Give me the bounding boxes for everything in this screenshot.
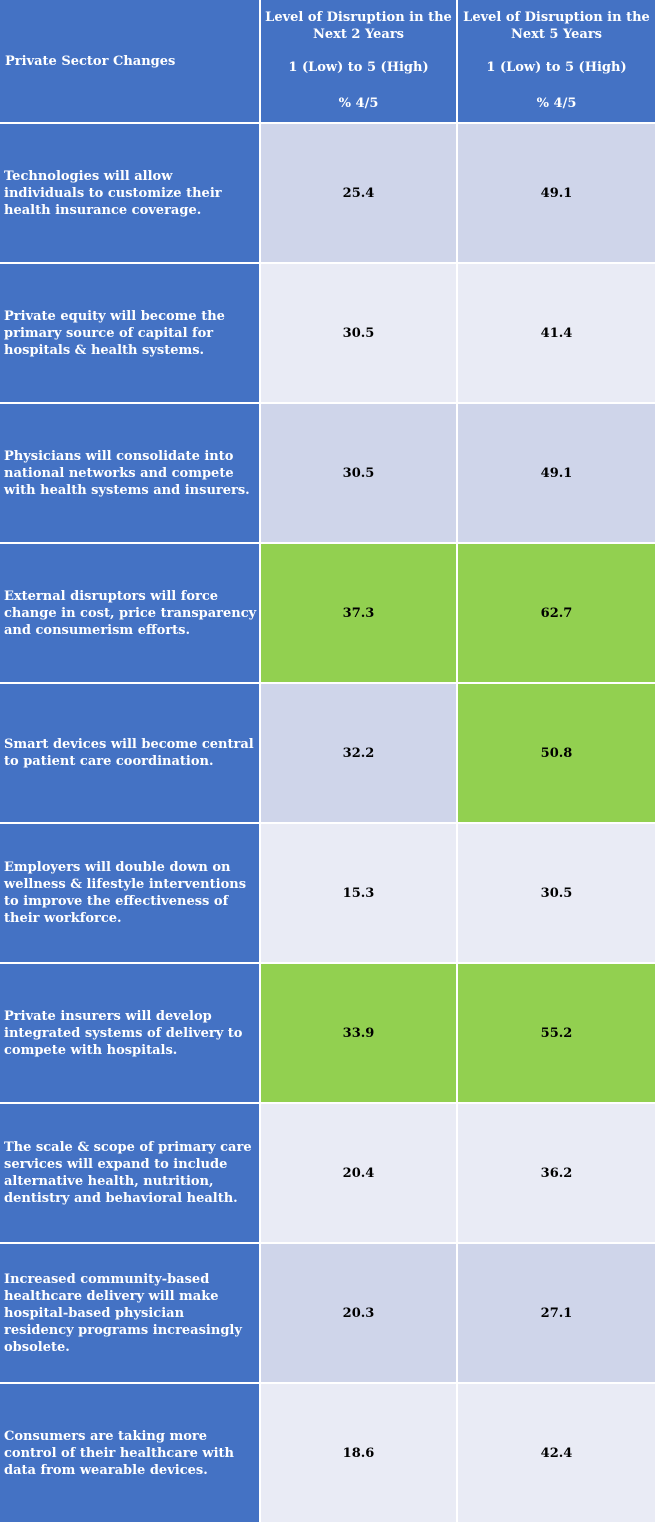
- value-5yr-cell: 49.1: [458, 404, 655, 542]
- value-2yr-cell: 20.4: [261, 1104, 456, 1242]
- value-5yr-cell: 41.4: [458, 264, 655, 402]
- row-label: Consumers are taking more control of the…: [4, 1428, 234, 1478]
- value-2yr: 30.5: [342, 325, 375, 341]
- value-5yr: 36.2: [540, 1165, 573, 1181]
- row-label-cell: The scale & scope of primary care servic…: [0, 1104, 259, 1242]
- row-label: The scale & scope of primary care servic…: [4, 1140, 252, 1206]
- value-2yr-cell: 25.4: [261, 124, 456, 262]
- row-label: Private equity will become the primary s…: [4, 308, 225, 358]
- value-2yr-cell: 30.5: [261, 404, 456, 542]
- header-5yr-metric: % 4/5: [536, 96, 577, 111]
- value-5yr-cell: 50.8: [458, 684, 655, 822]
- value-2yr-cell: 32.2: [261, 684, 456, 822]
- header-5yr-scale: 1 (Low) to 5 (High): [486, 60, 627, 75]
- row-label-cell: Smart devices will become central to pat…: [0, 684, 259, 822]
- header-label-cell: Private Sector Changes: [0, 0, 259, 122]
- value-2yr-cell: 37.3: [261, 544, 456, 682]
- value-5yr: 42.4: [540, 1445, 573, 1461]
- row-label: External disruptors will force change in…: [4, 588, 257, 638]
- value-2yr: 32.2: [342, 745, 375, 761]
- value-5yr: 49.1: [540, 185, 573, 201]
- row-label-cell: Increased community-based healthcare del…: [0, 1244, 259, 1382]
- header-5yr-title: Level of Disruption in the Next 5 Years: [463, 10, 650, 42]
- row-label: Physicians will consolidate into nationa…: [4, 448, 250, 498]
- header-label: Private Sector Changes: [5, 53, 176, 69]
- value-5yr-cell: 42.4: [458, 1384, 655, 1522]
- value-5yr: 50.8: [540, 745, 573, 761]
- row-label-cell: Technologies will allow individuals to c…: [0, 124, 259, 262]
- value-5yr: 41.4: [540, 325, 573, 341]
- value-5yr-cell: 27.1: [458, 1244, 655, 1382]
- row-label: Employers will double down on wellness &…: [4, 860, 247, 926]
- row-label-cell: Employers will double down on wellness &…: [0, 824, 259, 962]
- value-2yr-cell: 30.5: [261, 264, 456, 402]
- row-label-cell: Private equity will become the primary s…: [0, 264, 259, 402]
- header-2yr-title: Level of Disruption in the Next 2 Years: [265, 10, 452, 42]
- value-2yr: 33.9: [342, 1025, 375, 1041]
- value-2yr: 20.3: [342, 1305, 375, 1321]
- value-2yr-cell: 33.9: [261, 964, 456, 1102]
- value-5yr-cell: 30.5: [458, 824, 655, 962]
- value-5yr-cell: 55.2: [458, 964, 655, 1102]
- value-2yr: 15.3: [342, 885, 375, 901]
- value-2yr: 25.4: [342, 185, 375, 201]
- value-2yr: 37.3: [342, 605, 375, 621]
- value-5yr-cell: 62.7: [458, 544, 655, 682]
- value-5yr: 55.2: [540, 1025, 573, 1041]
- value-5yr: 30.5: [540, 885, 573, 901]
- row-label: Private insurers will develop integrated…: [4, 1008, 243, 1058]
- value-5yr-cell: 36.2: [458, 1104, 655, 1242]
- value-2yr-cell: 18.6: [261, 1384, 456, 1522]
- value-5yr: 62.7: [540, 605, 573, 621]
- row-label: Smart devices will become central to pat…: [4, 737, 254, 769]
- value-2yr-cell: 20.3: [261, 1244, 456, 1382]
- header-2yr-scale: 1 (Low) to 5 (High): [288, 60, 429, 75]
- value-2yr: 30.5: [342, 465, 375, 481]
- row-label: Increased community-based healthcare del…: [4, 1271, 242, 1355]
- row-label-cell: Physicians will consolidate into nationa…: [0, 404, 259, 542]
- value-2yr: 18.6: [342, 1445, 375, 1461]
- row-label-cell: External disruptors will force change in…: [0, 544, 259, 682]
- value-5yr: 27.1: [540, 1305, 573, 1321]
- value-5yr-cell: 49.1: [458, 124, 655, 262]
- value-5yr: 49.1: [540, 465, 573, 481]
- header-2yr-cell: Level of Disruption in the Next 2 Years …: [261, 0, 456, 122]
- header-2yr-metric: % 4/5: [338, 96, 379, 111]
- row-label: Technologies will allow individuals to c…: [4, 168, 222, 218]
- row-label-cell: Private insurers will develop integrated…: [0, 964, 259, 1102]
- row-label-cell: Consumers are taking more control of the…: [0, 1384, 259, 1522]
- value-2yr: 20.4: [342, 1165, 375, 1181]
- value-2yr-cell: 15.3: [261, 824, 456, 962]
- header-5yr-cell: Level of Disruption in the Next 5 Years …: [458, 0, 655, 122]
